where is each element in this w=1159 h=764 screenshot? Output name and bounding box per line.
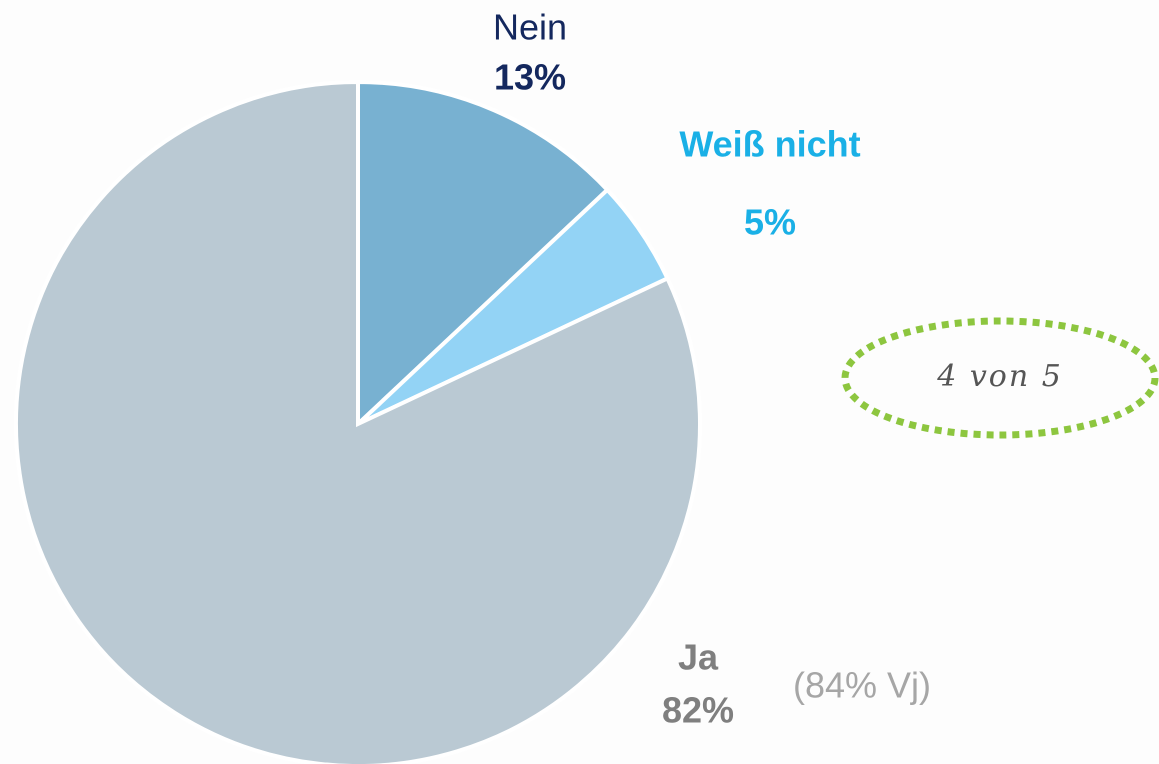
category-label: Ja [678,637,719,678]
value-label: 82% [662,690,734,731]
category-label: Nein [493,7,567,48]
category-label: Weiß nicht [679,124,860,165]
pie-slice [356,79,611,429]
value-label: 13% [494,57,566,98]
highlight-ellipse [841,317,1159,439]
pie-slice [14,79,702,764]
annotation: 4 von 5 [936,359,1063,394]
annotation: (84% Vj) [793,665,931,706]
value-label: 5% [744,202,796,243]
